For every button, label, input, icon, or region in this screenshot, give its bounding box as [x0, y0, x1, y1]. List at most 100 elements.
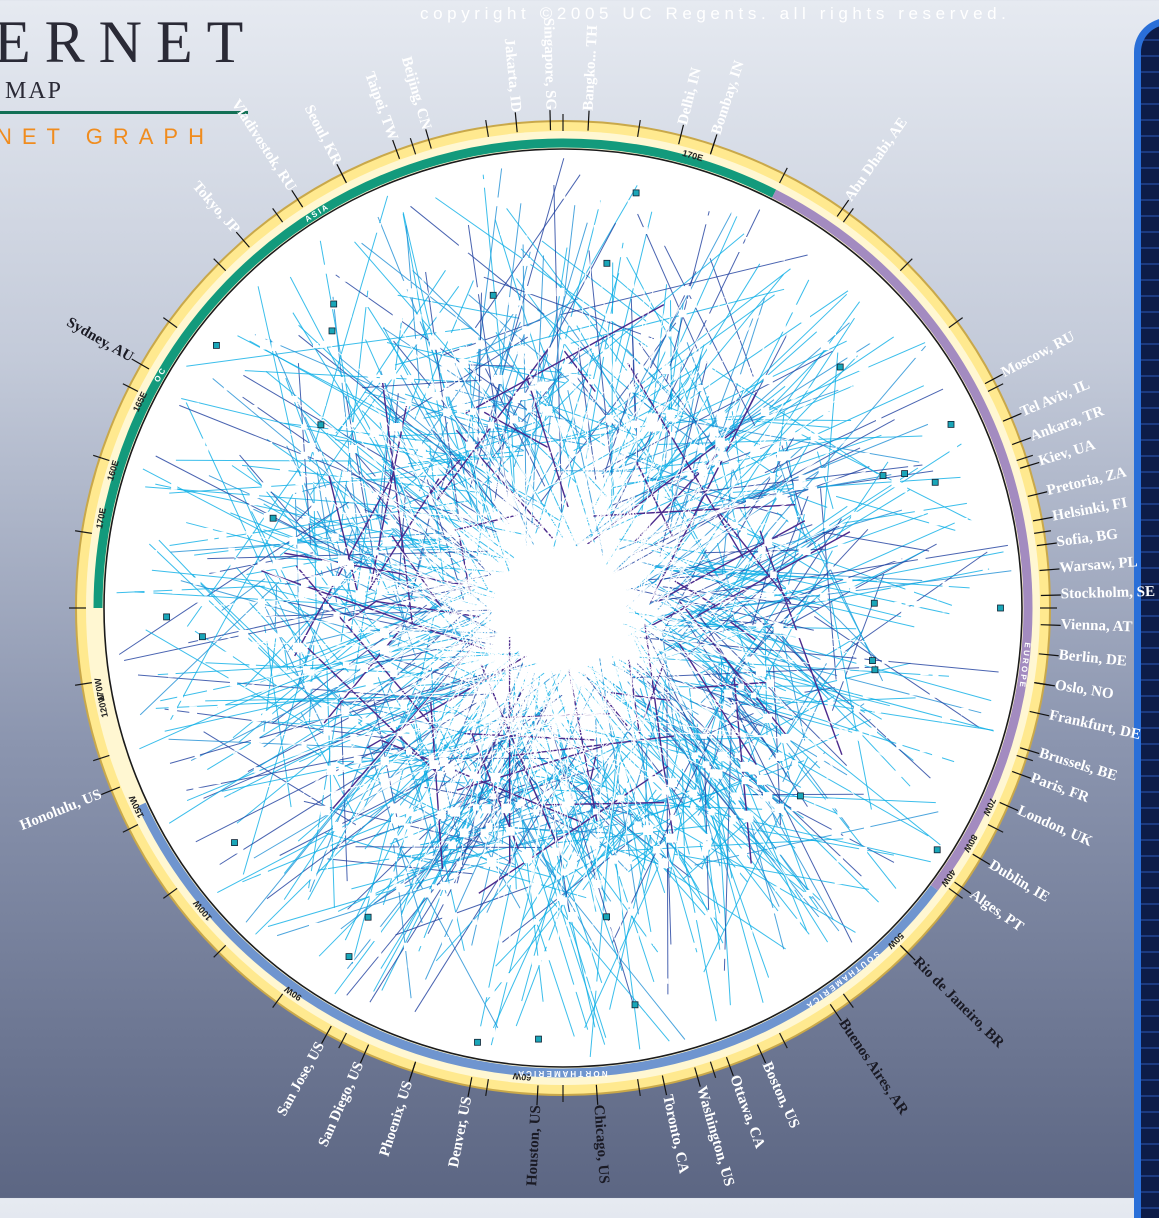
as-node: [702, 734, 707, 739]
as-node: [402, 281, 410, 289]
as-node: [308, 871, 317, 880]
as-node: [444, 388, 453, 397]
city-label: Bombay, IN: [709, 59, 748, 137]
as-node: [892, 655, 897, 660]
as-node: [828, 564, 834, 570]
as-node: [854, 706, 860, 712]
as-node: [317, 561, 327, 571]
as-node: [350, 734, 356, 740]
city-label: Taipei, TW: [361, 70, 401, 143]
as-node: [387, 370, 397, 380]
as-node: [791, 801, 801, 811]
as-node: [486, 1028, 495, 1037]
as-node: [423, 889, 431, 897]
as-node: [338, 555, 348, 565]
as-node: [859, 847, 867, 855]
as-node-leaf: [604, 260, 610, 266]
as-node-leaf: [490, 292, 496, 298]
as-node: [826, 799, 836, 809]
as-node: [478, 179, 487, 188]
as-node: [756, 666, 766, 676]
as-node: [573, 985, 580, 992]
as-node: [460, 829, 469, 838]
as-node: [628, 200, 633, 205]
as-node: [859, 362, 869, 372]
as-node: [820, 593, 828, 601]
as-node: [808, 486, 817, 495]
as-node-leaf: [837, 364, 843, 370]
as-node: [439, 896, 447, 904]
as-node: [750, 446, 760, 456]
as-node: [653, 846, 661, 854]
as-node: [964, 520, 973, 529]
city-label: Paris, FR: [1028, 770, 1091, 806]
as-node: [863, 689, 872, 698]
as-node: [983, 568, 988, 573]
city-label: Oslo, NO: [1054, 677, 1115, 702]
as-node: [859, 665, 865, 671]
as-node: [707, 910, 715, 918]
as-node: [419, 938, 427, 946]
as-node: [351, 354, 358, 361]
as-node: [691, 325, 697, 331]
as-node: [943, 582, 949, 588]
as-node: [560, 193, 566, 199]
as-node: [823, 412, 830, 419]
as-node: [427, 1010, 434, 1017]
as-node: [280, 465, 289, 474]
as-node: [510, 415, 518, 423]
as-node: [589, 379, 595, 385]
as-node: [993, 646, 1003, 656]
as-node: [235, 845, 244, 854]
as-node: [533, 919, 539, 925]
as-node: [522, 326, 530, 334]
as-node: [753, 888, 759, 894]
as-node-leaf: [871, 600, 877, 606]
as-node: [346, 378, 351, 383]
as-node: [607, 921, 613, 927]
as-node: [811, 434, 819, 442]
as-node-leaf: [872, 667, 878, 673]
as-node: [440, 882, 448, 890]
as-node: [331, 576, 341, 586]
as-node: [509, 297, 517, 305]
as-node: [592, 346, 599, 353]
as-node: [856, 657, 864, 665]
as-node: [408, 958, 417, 967]
as-node: [593, 809, 599, 815]
as-node: [625, 371, 633, 379]
as-node: [648, 776, 654, 782]
as-node: [212, 425, 218, 431]
as-node: [388, 872, 395, 879]
as-node: [440, 366, 447, 373]
as-node: [298, 564, 304, 570]
as-node: [781, 734, 790, 743]
as-node-leaf: [475, 1039, 481, 1045]
as-node: [359, 259, 366, 266]
as-node: [631, 421, 638, 428]
as-node: [501, 973, 510, 982]
as-node: [766, 679, 774, 687]
city-label: Honolulu, US: [18, 787, 104, 834]
as-node: [899, 831, 907, 839]
as-node: [373, 493, 378, 498]
as-node: [476, 340, 485, 349]
as-node: [172, 793, 178, 799]
as-node: [295, 476, 304, 485]
as-node: [682, 286, 691, 295]
as-node: [218, 701, 226, 709]
as-node-leaf: [329, 328, 335, 334]
as-node: [196, 788, 202, 794]
as-node: [563, 937, 571, 945]
as-node: [724, 689, 732, 697]
as-node: [309, 923, 318, 932]
as-node: [854, 731, 862, 739]
as-node: [918, 555, 926, 563]
as-node: [803, 547, 811, 555]
as-node: [708, 809, 715, 816]
as-node: [618, 869, 626, 877]
as-node: [479, 204, 485, 210]
as-node: [854, 688, 860, 694]
as-node: [838, 544, 846, 552]
